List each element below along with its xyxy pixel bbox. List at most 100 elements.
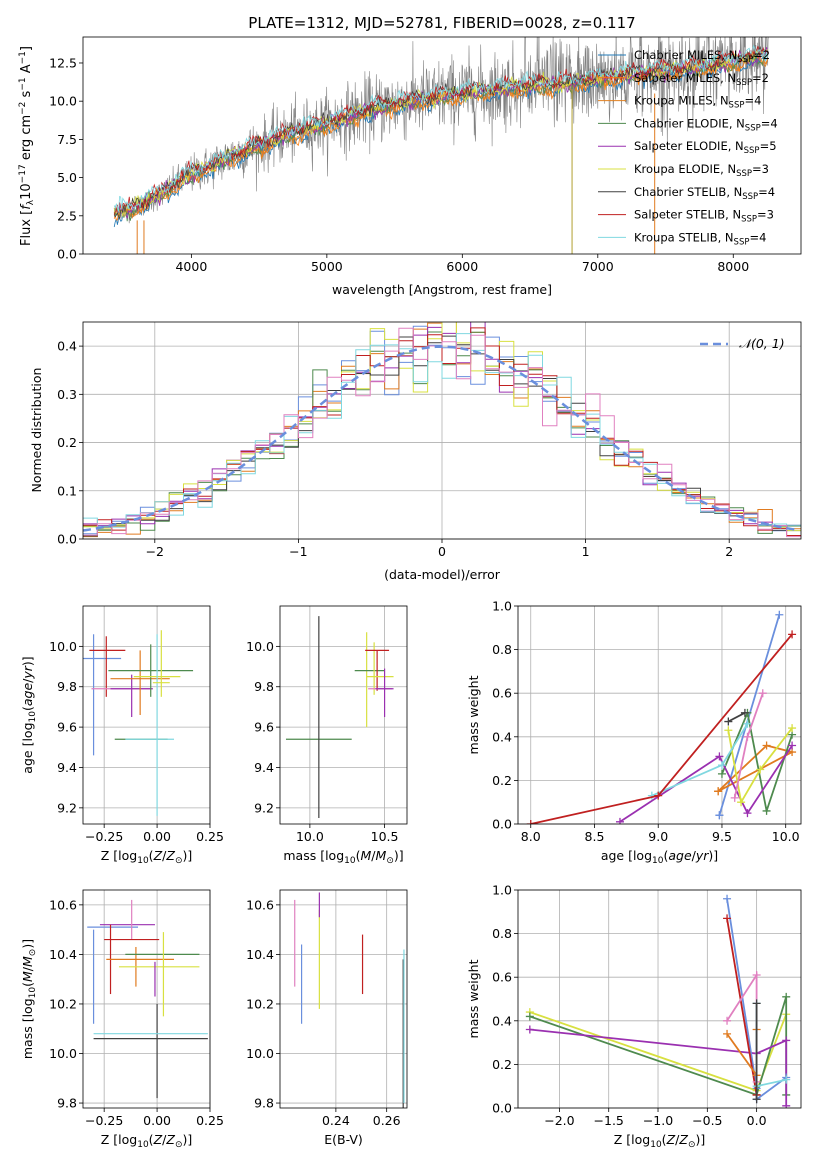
plot-area (87, 899, 208, 1099)
y-label-group: mass weight (466, 959, 481, 1038)
legend-sub: SSP (742, 192, 758, 202)
x-tick-label: 10.0 (772, 829, 800, 844)
x-tick-label: −0.25 (85, 829, 123, 844)
x-tick-label: 5000 (311, 259, 343, 274)
y-tick-label: 10.2 (49, 996, 77, 1011)
weight-marker (715, 811, 724, 820)
weight-marker (525, 1025, 534, 1034)
axes-frame (279, 889, 408, 1109)
plot-area (294, 892, 405, 1108)
x-tick-label: 0.25 (196, 829, 224, 844)
plot-area (285, 616, 394, 818)
x-tick-label: 8.0 (521, 829, 541, 844)
weight-marker (723, 894, 732, 903)
weight-marker (788, 630, 797, 639)
plot-area (83, 630, 194, 816)
y-axis-label: age [log10(age/yr)] (20, 656, 38, 773)
y-tick-label: 9.8 (254, 1096, 274, 1111)
legend-main: Kroupa STELIB, N (634, 230, 734, 244)
legend-label-3: Chabrier ELODIE, NSSP=4 (634, 116, 778, 133)
legend: Chabrier MILES, NSSP=2 Salpeter MILES, NS… (598, 48, 778, 247)
legend-tail: =4 (749, 230, 766, 244)
x-tick-label: −1.0 (643, 1113, 673, 1128)
legend-tail: =4 (744, 94, 761, 108)
y-tick-label: 9.6 (57, 720, 77, 735)
legend-sub: SSP (736, 78, 752, 88)
legend-tail: =4 (761, 116, 778, 130)
legend-main: Kroupa MILES, N (634, 94, 729, 108)
y-tick-label: 0.4 (57, 339, 77, 354)
weight-marker (714, 787, 723, 796)
legend-main: Chabrier ELODIE, N (634, 116, 745, 130)
x-tick-label: −2.0 (544, 1113, 574, 1128)
x-axis-label: Z [log10(Z/Z⊙)] (101, 848, 193, 866)
y-tick-label: 9.2 (57, 800, 77, 815)
legend-sub: SSP (737, 55, 753, 65)
x-tick-label: 0.00 (143, 829, 171, 844)
weight-marker (782, 1036, 791, 1045)
x-tick-label: 0.24 (322, 1113, 350, 1128)
grid-lines (518, 605, 801, 825)
weight-marker (782, 1101, 791, 1108)
y-tick-label: 10.0 (246, 639, 274, 654)
axes-age_vs_mass: 10.0 10.5 9.2 9.4 9.6 9.8 10.0 (246, 605, 408, 844)
y-tick-label: 0.2 (492, 773, 512, 788)
legend-sub: SSP (744, 146, 760, 156)
plot-area (525, 894, 791, 1108)
weight-marker (782, 1075, 791, 1084)
y-tick-label: 0.8 (492, 642, 512, 657)
weight-marker (737, 798, 746, 807)
legend-label-8: Kroupa STELIB, NSSP=4 (634, 230, 766, 247)
model-line-8 (113, 44, 769, 212)
y-tick-label: 9.2 (254, 800, 274, 815)
legend-sub: SSP (736, 169, 752, 179)
legend-sub: SSP (734, 237, 750, 247)
legend-main: Salpeter ELODIE, N (634, 139, 744, 153)
y-tick-label: 0.0 (492, 1101, 512, 1116)
y-tick-label: 0.4 (492, 1013, 512, 1028)
legend-label-1: Salpeter MILES, NSSP=2 (634, 71, 769, 88)
y-tick-label: 0.1 (57, 483, 77, 498)
legend-label-0: Chabrier MILES, NSSP=2 (634, 48, 770, 65)
x-tick-label: −1 (289, 544, 307, 559)
y-tick-label: 0.6 (492, 686, 512, 701)
x-tick-label: 9.0 (648, 829, 668, 844)
y-tick-label: 0.2 (57, 435, 77, 450)
y-label-group: mass [log10(M/M⊙)] (20, 939, 38, 1059)
weight-line-4 (727, 727, 793, 805)
legend-label: 𝒩(0, 1) (739, 336, 785, 351)
histogram-1 (83, 322, 801, 538)
x-tick-label: −0.25 (85, 1113, 123, 1128)
weight-line-4 (726, 918, 758, 1096)
weight-marker (762, 741, 771, 750)
y-tick-label: 10.4 (246, 947, 274, 962)
histogram-7 (83, 333, 801, 528)
y-tick-label: 0.3 (57, 387, 77, 402)
y-tick-label: 10.0 (246, 1046, 274, 1061)
plot-area (526, 610, 797, 824)
gaussian-curve (83, 345, 799, 532)
weight-line-3 (619, 745, 793, 823)
axes-frame (82, 605, 211, 825)
x-tick-label: 6000 (446, 259, 478, 274)
y-tick-label: 10.0 (49, 639, 77, 654)
x-tick-label: −2 (146, 544, 164, 559)
weight-marker (723, 1016, 732, 1025)
histogram-8 (83, 327, 801, 538)
weight-marker (762, 806, 771, 815)
y-tick-label: 10.0 (49, 94, 77, 109)
weight-marker (715, 752, 724, 761)
x-axis-label: mass [log10(M/M⊙)] (283, 848, 403, 866)
y-axis-label-group: Flux [fλ10−17 erg cm−2 s−1 A−1] (18, 46, 36, 246)
y-tick-label: 10.2 (246, 996, 274, 1011)
weight-marker (723, 914, 732, 923)
y-tick-label: 9.6 (254, 720, 274, 735)
weight-line-7 (727, 712, 746, 723)
y-axis-label: mass [log10(M/M⊙)] (20, 939, 38, 1059)
y-axis-label: Normed distribution (29, 368, 44, 493)
legend-tail: =3 (757, 208, 774, 222)
y-tick-label: 9.8 (254, 679, 274, 694)
weight-marker (615, 817, 624, 824)
y-axis-label: mass weight (466, 675, 481, 754)
y-tick-label: 9.4 (57, 760, 77, 775)
